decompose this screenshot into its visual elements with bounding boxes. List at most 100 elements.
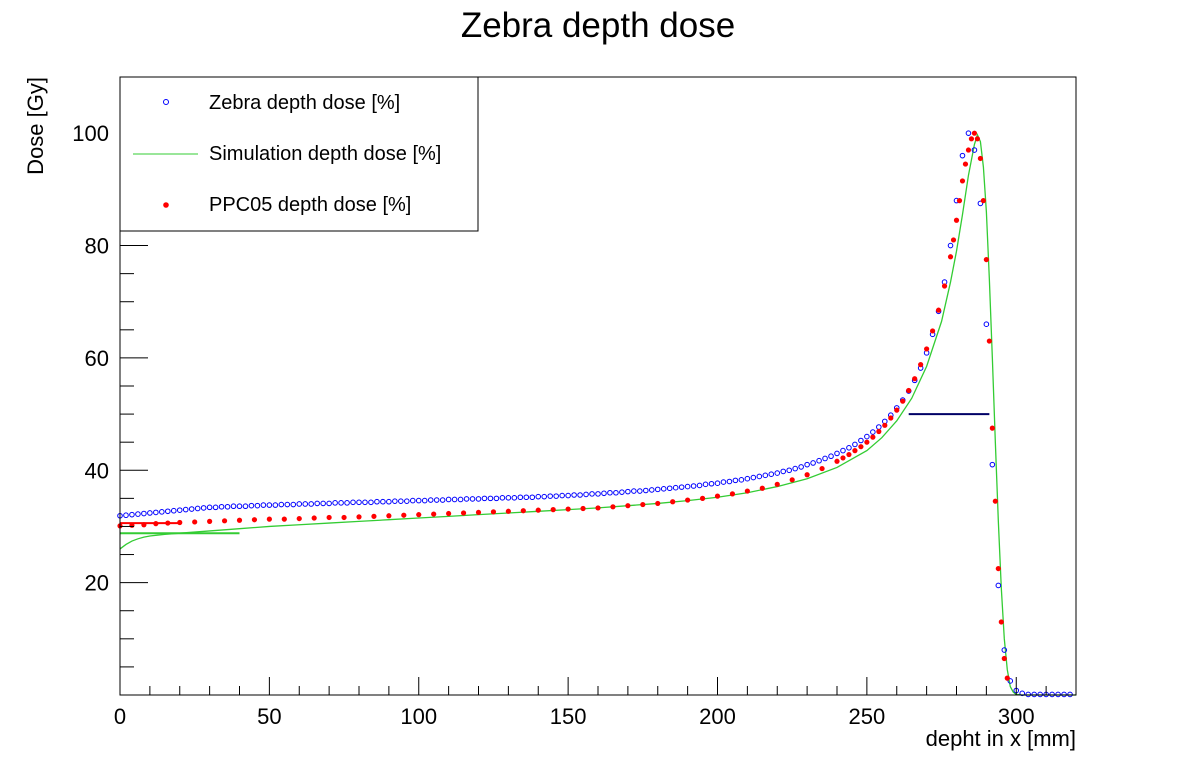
- zebra-data-point: [236, 503, 243, 510]
- zebra-data-point: [398, 498, 404, 504]
- ppc05-data-point: [912, 376, 918, 382]
- ppc05-data-point: [386, 513, 392, 519]
- zebra-data-point: [876, 424, 882, 430]
- zebra-data-point: [1019, 690, 1026, 697]
- ppc05-data-point: [416, 512, 422, 518]
- chart-title: Zebra depth dose: [461, 6, 735, 45]
- zebra-data-point: [780, 468, 787, 475]
- zebra-data-point: [457, 496, 464, 503]
- zebra-data-point: [840, 447, 846, 454]
- zebra-data-point: [188, 506, 195, 512]
- zebra-data-point: [959, 152, 966, 159]
- zebra-data-point: [589, 491, 595, 497]
- zebra-data-point: [864, 433, 870, 440]
- x-tick-label: 150: [550, 704, 587, 729]
- zebra-data-point: [738, 477, 745, 483]
- zebra-data-point: [696, 482, 703, 489]
- ppc05-data-point: [900, 398, 906, 404]
- zebra-data-point: [463, 496, 470, 502]
- ppc05-data-point: [177, 519, 183, 526]
- zebra-data-point: [182, 506, 189, 513]
- ppc05-data-point: [965, 147, 972, 153]
- y-tick-label: 20: [85, 571, 109, 596]
- ppc05-data-point: [789, 477, 795, 483]
- ppc05-data-point: [371, 513, 377, 519]
- ppc05-data-point: [876, 428, 882, 435]
- zebra-data-point: [344, 500, 350, 506]
- ppc05-data-point: [882, 422, 888, 428]
- zebra-data-point: [200, 505, 207, 511]
- zebra-data-point: [320, 500, 326, 507]
- ppc05-data-point: [977, 155, 984, 162]
- ppc05-data-point: [685, 497, 691, 503]
- axes-layer: 0 50 100 150 200 250 300 20 40 60 80 100: [72, 104, 1077, 729]
- ppc05-data-point: [431, 511, 437, 517]
- zebra-data-point: [469, 496, 476, 502]
- legend-label-ppc05: PPC05 depth dose [%]: [209, 194, 411, 216]
- zebra-data-point: [995, 582, 1002, 589]
- zebra-data-point: [989, 461, 996, 468]
- zebra-data-point: [654, 486, 661, 493]
- zebra-data-point: [792, 465, 798, 472]
- zebra-data-point: [475, 496, 482, 502]
- ppc05-data-point: [846, 451, 852, 458]
- zebra-data-point: [332, 500, 338, 506]
- zebra-data-point: [284, 501, 291, 508]
- ppc05-data-point: [356, 514, 362, 520]
- zebra-data-point: [272, 502, 279, 508]
- zebra-data-point: [511, 495, 518, 501]
- zebra-data-point: [356, 499, 362, 506]
- zebra-data-point: [852, 441, 858, 448]
- zebra-data-point: [870, 429, 876, 435]
- zebra-data-point: [493, 495, 500, 502]
- zebra-data-point: [816, 457, 822, 464]
- ppc05-data-point: [401, 512, 407, 518]
- ppc05-data-point: [670, 499, 676, 505]
- zebra-data-point: [810, 460, 816, 466]
- zebra-data-point: [362, 499, 368, 506]
- zebra-data-point: [224, 503, 231, 510]
- zebra-data-point: [631, 488, 637, 494]
- zebra-data-point: [684, 483, 691, 490]
- zebra-data-point: [427, 497, 434, 503]
- zebra-data-point: [170, 507, 177, 514]
- y-axis-label: Dose [Gy]: [23, 77, 48, 175]
- ppc05-data-point: [986, 338, 992, 344]
- x-tick-label: 250: [849, 704, 886, 729]
- zebra-data-point: [756, 473, 763, 480]
- zebra-data-point: [774, 470, 781, 476]
- zebra-data-point: [678, 484, 685, 490]
- ppc05-data-point: [924, 346, 930, 352]
- zebra-data-point: [965, 130, 972, 136]
- zebra-data-point: [248, 502, 255, 509]
- ppc05-data-point: [1004, 675, 1010, 681]
- zebra-data-point: [481, 495, 488, 502]
- legend-label-zebra: Zebra depth dose [%]: [209, 92, 400, 114]
- zebra-data-point: [720, 479, 727, 485]
- ppc05-data-point: [296, 515, 302, 522]
- zebra-data-point: [1025, 691, 1031, 698]
- ppc05-data-point: [983, 256, 989, 263]
- zebra-data-point: [254, 502, 261, 509]
- ppc05-data-point: [759, 485, 765, 491]
- ppc05-data-point: [906, 387, 912, 394]
- ppc05-data-point: [129, 522, 135, 528]
- zebra-data-point: [804, 461, 810, 468]
- ppc05-data-point: [962, 161, 969, 167]
- x-tick-label: 200: [699, 704, 736, 729]
- zebra-data-point: [194, 505, 201, 512]
- zebra-data-point: [368, 499, 374, 506]
- ppc05-data-point: [655, 500, 661, 507]
- zebra-data-point: [535, 493, 542, 500]
- zebra-data-point: [165, 508, 171, 515]
- ppc05-data-point: [947, 254, 954, 260]
- ppc05-data-point: [714, 493, 721, 499]
- ppc05-data-point: [550, 507, 556, 513]
- zebra-data-point: [1001, 647, 1008, 653]
- zebra-data-point: [350, 499, 356, 506]
- zebra-data-point: [714, 480, 721, 486]
- legend-marker-ppc05: [163, 202, 169, 208]
- zebra-data-point: [374, 498, 380, 505]
- zebra-data-point: [834, 450, 840, 457]
- ppc05-data-point: [930, 328, 936, 334]
